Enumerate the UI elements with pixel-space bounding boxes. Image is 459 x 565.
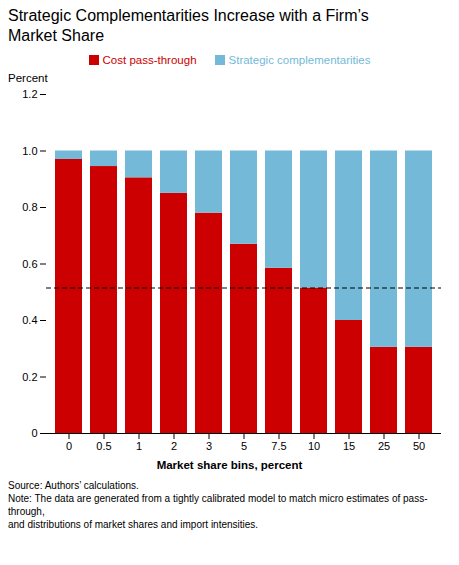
svg-text:3: 3	[206, 440, 212, 452]
svg-text:7.5: 7.5	[271, 440, 286, 452]
svg-text:25: 25	[378, 440, 390, 452]
svg-text:50: 50	[413, 440, 425, 452]
svg-text:0.6: 0.6	[22, 258, 37, 270]
svg-text:5: 5	[241, 440, 247, 452]
html-text:Strategic Complementarities In: Strategic Complementarities Increase wit…	[8, 7, 369, 44]
html-text:Cost pass-through: Cost pass-through	[102, 54, 197, 66]
svg-text:1.2: 1.2	[22, 88, 37, 100]
html-text:Market share bins, percent: Market share bins, percent	[156, 459, 303, 471]
svg-text:0: 0	[31, 427, 37, 439]
svg-text:1: 1	[136, 440, 142, 452]
html-text:Strategic complementarities: Strategic complementarities	[228, 54, 371, 66]
html-text:Percent: Percent	[8, 72, 48, 84]
html-text:Source: Authors’ calculations.: Source: Authors’ calculations. Note: The…	[8, 480, 428, 530]
svg-text:2: 2	[171, 440, 177, 452]
svg-text:0.2: 0.2	[22, 371, 37, 383]
svg-text:0.8: 0.8	[22, 201, 37, 213]
svg-text:0: 0	[66, 440, 72, 452]
svg-text:0.5: 0.5	[96, 440, 111, 452]
svg-text:1.0: 1.0	[22, 145, 37, 157]
svg-text:0.4: 0.4	[22, 314, 37, 326]
svg-text:10: 10	[308, 440, 320, 452]
svg-text:15: 15	[343, 440, 355, 452]
